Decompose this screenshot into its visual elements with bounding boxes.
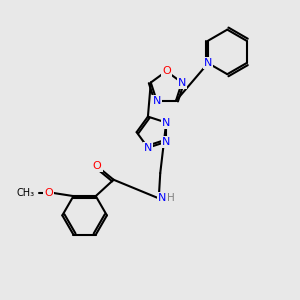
Text: O: O bbox=[162, 66, 171, 76]
Text: CH₃: CH₃ bbox=[17, 188, 35, 198]
Text: N: N bbox=[178, 77, 186, 88]
Text: O: O bbox=[44, 188, 53, 198]
Text: N: N bbox=[162, 137, 170, 147]
Text: N: N bbox=[144, 143, 152, 153]
Text: N: N bbox=[204, 58, 212, 68]
Text: O: O bbox=[93, 161, 102, 171]
Text: N: N bbox=[158, 193, 166, 203]
Text: H: H bbox=[167, 193, 175, 203]
Text: N: N bbox=[153, 96, 161, 106]
Text: N: N bbox=[162, 118, 170, 128]
